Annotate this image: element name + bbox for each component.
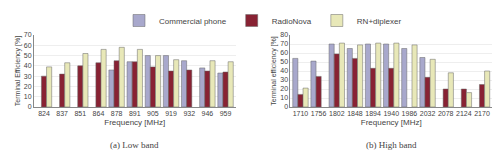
svg-text:70: 70 (280, 40, 288, 47)
svg-text:878: 878 (111, 110, 123, 117)
svg-text:Frequency [MHz]: Frequency [MHz] (104, 118, 165, 127)
svg-text:864: 864 (93, 110, 105, 117)
svg-text:Terminal efficiency [%]: Terminal efficiency [%] (270, 36, 278, 106)
svg-text:RN+diplexer: RN+diplexer (357, 17, 402, 26)
svg-text:60: 60 (24, 42, 32, 49)
svg-text:40: 40 (280, 67, 288, 74)
svg-text:1986: 1986 (402, 110, 418, 117)
svg-text:1894: 1894 (365, 110, 381, 117)
svg-text:(a) Low band: (a) Low band (110, 140, 159, 150)
svg-text:50: 50 (24, 52, 32, 59)
svg-text:2170: 2170 (474, 110, 490, 117)
svg-text:1848: 1848 (347, 110, 363, 117)
svg-text:RadioNova: RadioNova (272, 17, 312, 26)
svg-text:20: 20 (24, 83, 32, 90)
svg-text:905: 905 (147, 110, 159, 117)
svg-text:1802: 1802 (329, 110, 345, 117)
svg-text:1710: 1710 (293, 110, 309, 117)
svg-text:2124: 2124 (456, 110, 472, 117)
svg-text:30: 30 (24, 73, 32, 80)
svg-text:1940: 1940 (383, 110, 399, 117)
svg-text:20: 20 (280, 85, 288, 92)
svg-text:50: 50 (280, 58, 288, 65)
svg-text:10: 10 (280, 94, 288, 101)
svg-text:824: 824 (38, 110, 50, 117)
svg-text:2078: 2078 (438, 110, 454, 117)
svg-text:(b) High band: (b) High band (366, 140, 417, 150)
svg-text:946: 946 (202, 110, 214, 117)
svg-text:Frequency [MHz]: Frequency [MHz] (361, 118, 422, 127)
svg-text:837: 837 (56, 110, 68, 117)
svg-text:891: 891 (129, 110, 141, 117)
svg-text:0: 0 (28, 103, 32, 110)
svg-text:2032: 2032 (420, 110, 436, 117)
svg-text:851: 851 (74, 110, 86, 117)
svg-text:919: 919 (165, 110, 177, 117)
svg-text:10: 10 (24, 93, 32, 100)
svg-text:80: 80 (280, 31, 288, 38)
svg-text:Terminal Efficiency [%]: Terminal Efficiency [%] (14, 36, 22, 106)
svg-text:70: 70 (24, 31, 32, 38)
svg-text:40: 40 (24, 62, 32, 69)
svg-text:1756: 1756 (311, 110, 327, 117)
svg-text:30: 30 (280, 76, 288, 83)
svg-text:932: 932 (183, 110, 195, 117)
svg-text:0: 0 (284, 103, 288, 110)
svg-text:959: 959 (220, 110, 232, 117)
svg-text:Commercial phone: Commercial phone (159, 17, 227, 26)
svg-text:60: 60 (280, 49, 288, 56)
